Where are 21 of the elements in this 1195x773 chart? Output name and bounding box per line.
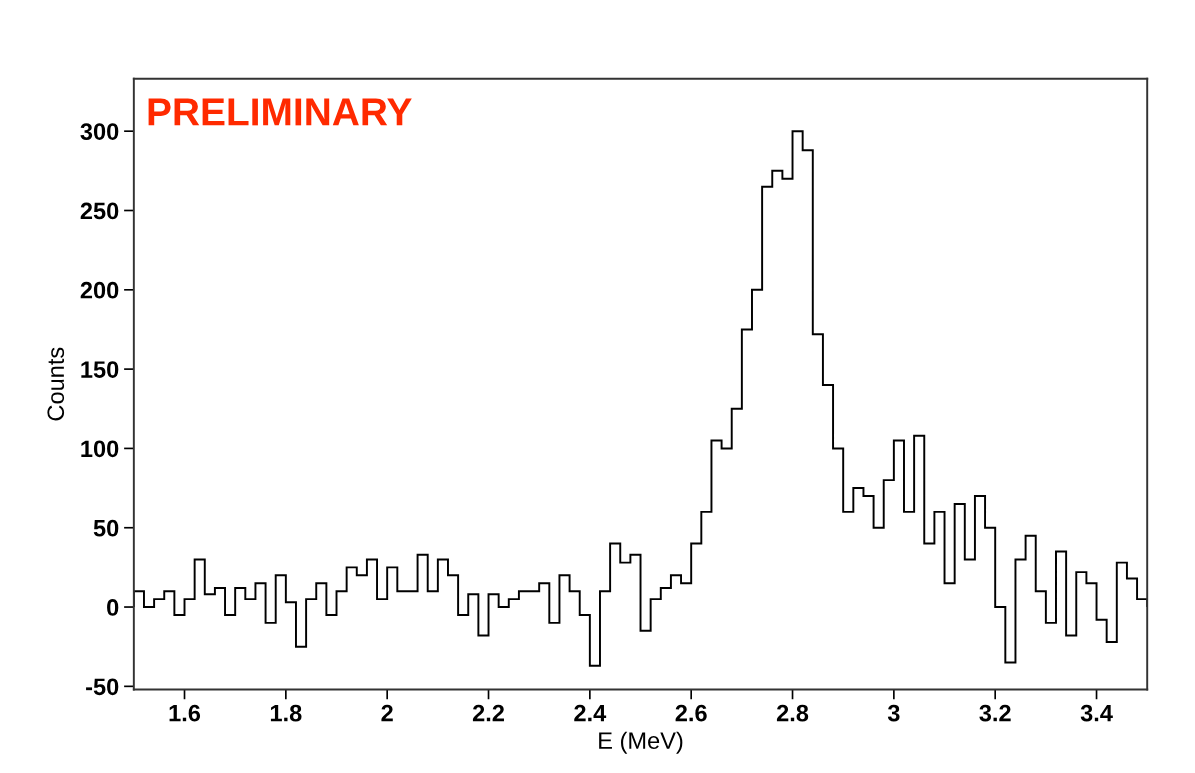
x-axis-title: E (MeV) <box>599 731 683 754</box>
annotation: PRELIMINARY <box>148 98 412 126</box>
y-tick-label: 50 <box>93 519 119 537</box>
x-tick-label: 3.4 <box>1080 704 1113 722</box>
y-axis-title: Counts <box>47 347 65 421</box>
y-tick-label: 0 <box>107 599 119 616</box>
y-tick-label: 150 <box>81 361 119 378</box>
y-tick-label: 250 <box>80 202 119 220</box>
y-tick-label: -50 <box>86 678 119 696</box>
x-tick-label: 2.8 <box>776 704 809 722</box>
x-tick-label: 2 <box>381 704 393 722</box>
y-tick-label: 300 <box>80 123 119 141</box>
y-tick-label: 200 <box>80 281 119 299</box>
x-tick-label: 3 <box>887 704 900 722</box>
x-tick-label: 3.2 <box>979 704 1011 722</box>
x-tick-label: 1.8 <box>270 704 302 722</box>
x-tick-label: 2.6 <box>675 704 707 722</box>
x-tick-label: 1.6 <box>169 704 201 722</box>
x-tick-label: 2.2 <box>472 704 504 722</box>
x-tick-label: 2.4 <box>574 704 607 722</box>
y-tick-label: 100 <box>81 440 119 458</box>
